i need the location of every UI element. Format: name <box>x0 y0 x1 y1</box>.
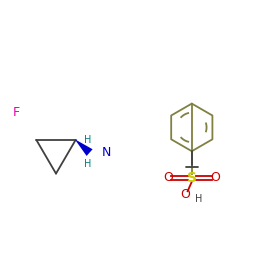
Text: O: O <box>211 171 221 184</box>
Text: O: O <box>163 171 173 184</box>
Polygon shape <box>34 138 36 139</box>
Text: H: H <box>195 194 202 204</box>
Polygon shape <box>28 127 32 129</box>
Text: H: H <box>84 159 91 169</box>
Polygon shape <box>32 134 35 136</box>
Text: F: F <box>13 106 20 118</box>
Text: O: O <box>180 188 190 201</box>
Polygon shape <box>30 130 34 132</box>
Polygon shape <box>23 120 30 123</box>
Text: H: H <box>84 135 91 145</box>
Polygon shape <box>21 116 29 120</box>
Text: S: S <box>187 171 197 185</box>
Polygon shape <box>25 123 31 126</box>
Text: N: N <box>102 146 111 159</box>
Polygon shape <box>75 140 93 156</box>
